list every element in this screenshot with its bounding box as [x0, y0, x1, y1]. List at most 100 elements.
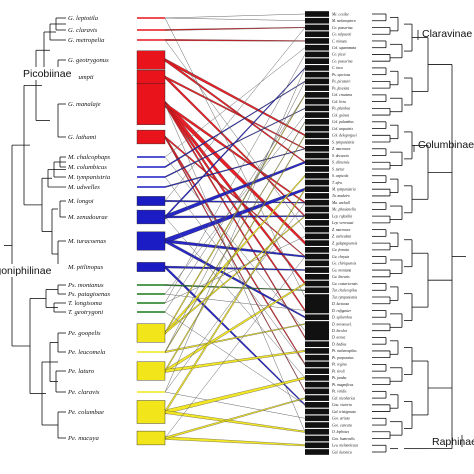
parasite-tree: [4, 17, 66, 439]
host-label: S. turtur: [332, 167, 345, 171]
association-link: [164, 81, 306, 353]
host-bar: [305, 408, 329, 415]
host-bar: [305, 381, 329, 388]
host-bar: [305, 118, 329, 125]
host-bar: [305, 260, 329, 267]
host-label: S. tympanistria: [332, 140, 354, 144]
parasite-bar: [136, 231, 166, 251]
host-bar: [305, 132, 329, 139]
host-bar: [305, 159, 329, 166]
host-bar: [305, 361, 329, 368]
parasite-label: Pe. laturo: [67, 368, 95, 375]
host-bar: [305, 296, 329, 312]
host-bar: [305, 58, 329, 64]
host-bar: [305, 348, 329, 354]
clade-label-claravinae: Claravinae: [422, 28, 472, 40]
host-label: Pt. purpuratus: [331, 356, 354, 360]
host-bars: [305, 11, 329, 455]
association-link: [164, 391, 306, 419]
association-link: [164, 410, 306, 433]
host-label: Col. guinea: [332, 113, 349, 117]
parasite-bar: [136, 361, 166, 381]
parasite-bar: [136, 83, 166, 125]
parasite-labels: G. leptotila G. claravis G. metropelia G. g…: [67, 15, 111, 442]
host-bar: [305, 78, 329, 85]
host-bar: [305, 395, 329, 401]
host-label: Co. picui: [332, 53, 346, 57]
host-label: Tur. tympanistria: [332, 295, 357, 299]
host-bar: [305, 280, 329, 287]
host-bar: [305, 449, 329, 455]
parasite-bar: [136, 50, 166, 70]
parasite-label: Pe. columbae: [67, 409, 104, 416]
parasite-label: T. longisoma: [68, 300, 103, 307]
host-label: M. melanoptera: [331, 19, 356, 23]
host-label: Ge. chiriquensis: [332, 262, 357, 266]
host-label: Z. galapagoensis: [332, 241, 358, 245]
host-bar: [305, 105, 329, 112]
host-bar: [305, 247, 329, 253]
parasite-label: G. leptotila: [68, 15, 99, 22]
host-label: Pt. viridis: [331, 390, 347, 394]
host-bar: [305, 220, 329, 226]
host-label: Ps. picazuro: [331, 80, 350, 84]
association-link: [164, 236, 306, 304]
host-bar: [305, 98, 329, 105]
host-label: Col. cruziana: [332, 93, 352, 97]
host-labels: Mc. cecilae M. melanoptera Co. passerina Co…: [331, 12, 358, 454]
association-link: [164, 156, 306, 331]
host-label: Gu. linearis: [332, 275, 350, 279]
host-bar: [305, 199, 329, 206]
host-bar: [305, 253, 329, 260]
host-label: Ps. fasciata: [331, 86, 349, 90]
host-tree: [372, 13, 466, 453]
host-bar: [305, 112, 329, 118]
parasite-label: M. turacoenas: [67, 238, 107, 245]
host-label: Lep. rufaxilla: [331, 214, 352, 218]
host-bar: [305, 11, 329, 17]
host-label: Geo. striata: [332, 417, 350, 421]
host-label: Col. squammata: [332, 46, 356, 50]
host-bar: [305, 388, 329, 395]
parasite-bar: [136, 196, 166, 206]
host-bar: [305, 24, 329, 31]
association-link: [164, 176, 306, 365]
host-bar: [305, 267, 329, 273]
host-label: Z. auriculata: [332, 235, 351, 239]
host-bar: [305, 323, 329, 339]
parasite-label: M. longoi: [67, 198, 94, 205]
clade-label-picobiinae: Picobiinae: [23, 68, 72, 80]
parasite-label: G. metropelia: [68, 37, 105, 44]
association-link: [164, 39, 306, 230]
host-bar: [305, 152, 329, 159]
host-bar: [305, 415, 329, 422]
host-bar: [305, 92, 329, 98]
parasite-bar: [136, 323, 166, 343]
association-link: [164, 17, 306, 21]
host-label: D. aenea: [331, 336, 345, 340]
host-label: Gu. frenata: [332, 248, 349, 252]
association-link: [164, 397, 306, 440]
host-label: Co. talpacoti: [332, 33, 351, 37]
host-label: Col. arquatrix: [332, 127, 353, 131]
host-bar: [305, 145, 329, 152]
host-label: Gal. luzonica: [332, 450, 352, 454]
parasite-bar: [136, 262, 166, 272]
association-link: [164, 27, 306, 202]
association-link: [164, 293, 306, 311]
host-label: Ma. unchall: [331, 201, 350, 205]
host-bar: [305, 186, 329, 193]
host-bar: [305, 435, 329, 442]
host-bar: [305, 193, 329, 199]
association-link: [164, 202, 306, 393]
host-label: Gal. tristigmata: [332, 410, 356, 414]
host-label: D. spilorrhoa: [331, 316, 352, 320]
host-bar: [305, 240, 329, 246]
host-bar: [305, 213, 329, 219]
parasite-label: G. geotrygonus: [68, 57, 109, 64]
host-label: Geo. humeralis: [332, 437, 355, 441]
host-bar: [305, 51, 329, 58]
host-bar: [305, 233, 329, 240]
host-label: Pt. tivoli: [331, 369, 345, 373]
clade-label-raphinae: Raphinae: [432, 436, 474, 448]
